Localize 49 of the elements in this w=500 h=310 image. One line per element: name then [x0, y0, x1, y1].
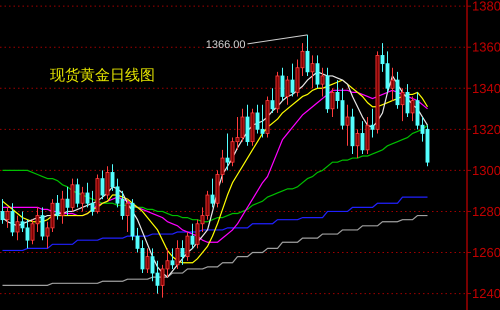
candlestick [6, 206, 10, 228]
candlestick [70, 178, 74, 212]
candlestick [346, 104, 350, 146]
candlestick [356, 128, 360, 159]
candlestick [186, 231, 190, 262]
candlestick [316, 54, 320, 89]
candlestick [226, 132, 230, 171]
candlestick [390, 67, 394, 102]
candlestick [100, 170, 104, 200]
candlestick [306, 34, 310, 76]
candlestick [16, 215, 20, 241]
y-tick-label: 1340 [472, 80, 500, 96]
candlestick [176, 240, 180, 270]
y-tick-label: 1380 [472, 0, 500, 14]
candlestick [40, 206, 44, 241]
candlestick [146, 248, 150, 274]
y-tick-label: 1300 [472, 162, 500, 178]
annotation: 1366.00 [206, 38, 246, 51]
candlestick [80, 186, 84, 212]
candlestick [310, 54, 314, 89]
text: 现货黄金日线图 [50, 66, 155, 84]
y-tick-label: 1260 [472, 245, 500, 260]
y-tick-label: 1360 [472, 40, 500, 55]
candlestick [170, 248, 174, 270]
candlestick [126, 198, 130, 232]
candlestick [410, 96, 414, 122]
candlestick [10, 202, 14, 237]
candlestick [330, 88, 334, 118]
y-tick-label: 1280 [472, 204, 500, 219]
candlestick [190, 223, 194, 249]
candlestick [210, 178, 214, 208]
candlestick [290, 63, 294, 97]
y-tick-label: 1240 [472, 286, 500, 302]
candlestick [0, 198, 4, 224]
candlestick [320, 67, 324, 97]
y-tick-label: 1320 [472, 122, 500, 137]
candlestick [286, 75, 290, 106]
candlestick [106, 166, 110, 200]
candlestick [270, 88, 274, 114]
candlestick [360, 120, 364, 154]
candlestick [56, 194, 60, 220]
candlestick [76, 178, 80, 208]
candlestick [406, 84, 410, 118]
candlestick [60, 190, 64, 224]
candlestick [400, 88, 404, 122]
candlestick [370, 108, 374, 138]
candlestick [280, 67, 284, 102]
candlestick [180, 240, 184, 266]
candlestick [66, 186, 70, 216]
